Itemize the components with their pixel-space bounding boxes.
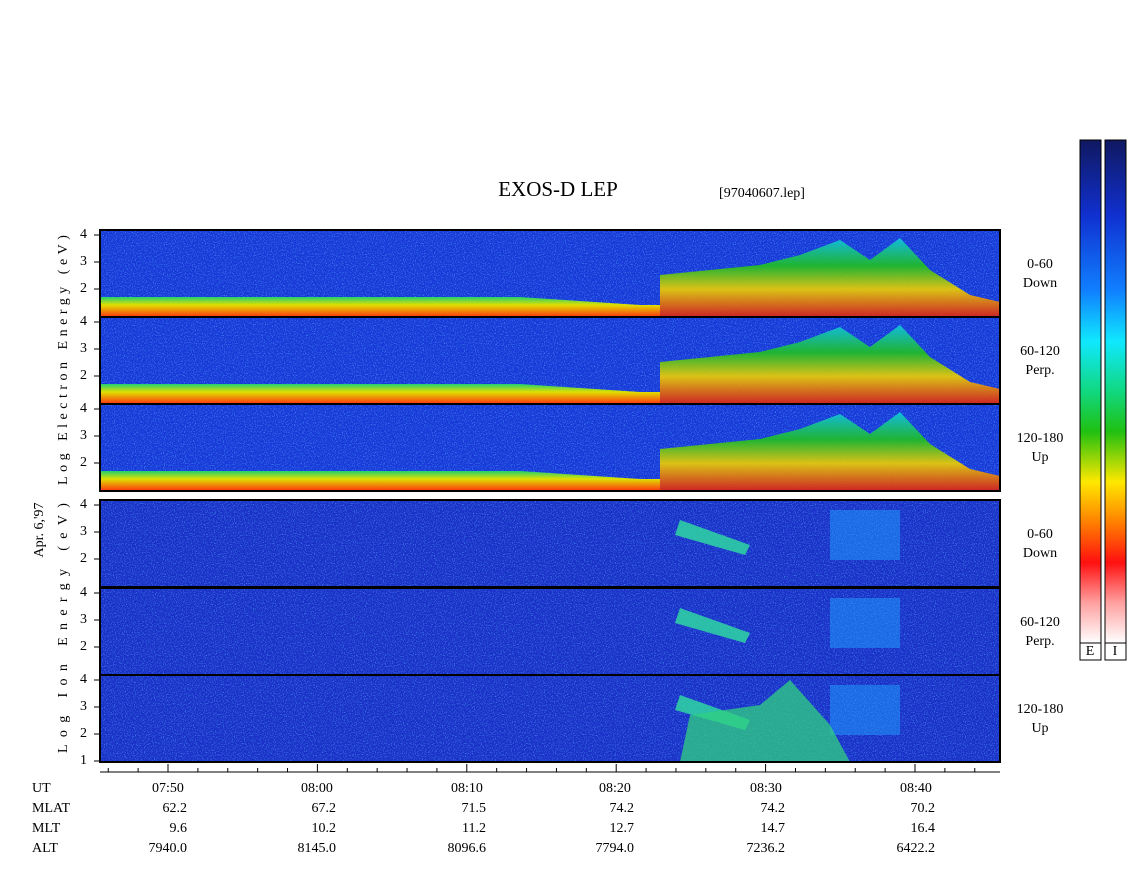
y-tick-label: 4 [80, 227, 87, 242]
cell: 07:50 [152, 781, 184, 796]
cell: 14.7 [761, 821, 786, 836]
cell: 71.5 [462, 801, 487, 816]
colorbar-i-box [1104, 642, 1127, 661]
ion-feature [830, 685, 900, 735]
panels: 4 3 2 0-60 Down 4 3 2 60-120 Perp. 4 3 2 120-180 Up 4 3 2… [80, 227, 1063, 768]
electron-axis-label: Log Electron Energy (eV) [56, 235, 71, 485]
cell: 08:00 [301, 781, 333, 796]
panel-label: Up [1031, 450, 1048, 465]
active-region [660, 412, 1000, 491]
cell: 10.2 [312, 821, 337, 836]
cell: 8145.0 [298, 841, 337, 856]
panel-label: 120-180 [1017, 702, 1064, 717]
low-energy-band [100, 384, 660, 404]
panel-label: Perp. [1025, 363, 1054, 378]
y-tick-label: 4 [80, 672, 87, 687]
panel-label: Perp. [1025, 634, 1054, 649]
y-tick-label: 1 [80, 753, 87, 768]
cell: 12.7 [610, 821, 635, 836]
y-tick-label: 3 [80, 341, 87, 356]
panel-label: Down [1023, 276, 1057, 291]
colorbar-label: E [1086, 644, 1095, 659]
colorbar-e-box [1079, 642, 1102, 661]
y-tick-label: 3 [80, 524, 87, 539]
ion-feature [680, 680, 850, 762]
info-table: UT 07:50 08:00 08:10 08:20 08:30 08:40 MLAT 62.2… [32, 781, 935, 856]
cell: 08:20 [599, 781, 631, 796]
y-tick-label: 2 [80, 726, 87, 741]
cell: 7794.0 [596, 841, 635, 856]
active-region [660, 325, 1000, 404]
y-tick-label: 3 [80, 699, 87, 714]
ion-feature [830, 598, 900, 648]
cell: 9.6 [170, 821, 188, 836]
cell: 08:30 [750, 781, 782, 796]
ion-feature [675, 520, 750, 555]
panel-label: 60-120 [1020, 344, 1060, 359]
cell: 74.2 [761, 801, 786, 816]
panel-label: Down [1023, 546, 1057, 561]
cell: 67.2 [312, 801, 337, 816]
panel-label: 60-120 [1020, 615, 1060, 630]
row-label: MLT [32, 821, 61, 836]
low-energy-band [100, 297, 660, 317]
cell: 11.2 [462, 821, 486, 836]
colorbar-e [1079, 139, 1102, 644]
cell: 16.4 [911, 821, 936, 836]
panel-label: 0-60 [1027, 257, 1053, 272]
cell: 7940.0 [149, 841, 188, 856]
cell: 70.2 [911, 801, 936, 816]
y-tick-label: 2 [80, 368, 87, 383]
date-label: Apr. 6,'97 [32, 502, 47, 557]
row-label: UT [32, 781, 51, 796]
y-tick-label: 4 [80, 497, 87, 512]
y-tick-label: 4 [80, 401, 87, 416]
low-energy-band [100, 471, 660, 491]
y-tick-label: 4 [80, 314, 87, 329]
panel-label: 120-180 [1017, 431, 1064, 446]
ion-feature [830, 510, 900, 560]
ion-feature [675, 608, 750, 643]
cell: 74.2 [610, 801, 635, 816]
y-tick-label: 2 [80, 551, 87, 566]
panel-frame [99, 403, 1001, 492]
y-tick-label: 2 [80, 281, 87, 296]
cell: 7236.2 [747, 841, 786, 856]
y-tick-label: 2 [80, 639, 87, 654]
row-label: MLAT [32, 801, 71, 816]
cell: 8096.6 [448, 841, 487, 856]
y-tick-label: 3 [80, 428, 87, 443]
cell: 6422.2 [897, 841, 936, 856]
colorbar-label: I [1113, 644, 1118, 659]
y-tick-label: 3 [80, 612, 87, 627]
cell: 62.2 [163, 801, 188, 816]
title: EXOS-D LEP [498, 177, 618, 201]
y-tick-label: 3 [80, 254, 87, 269]
panel-frame [99, 674, 1001, 763]
file-name: [97040607.lep] [719, 186, 805, 201]
panel-label: 0-60 [1027, 527, 1053, 542]
ion-axis-label: Log Ion Energy (eV) [56, 503, 71, 753]
cell: 08:10 [451, 781, 483, 796]
row-label: ALT [32, 841, 58, 856]
y-tick-label: 4 [80, 585, 87, 600]
y-tick-label: 2 [80, 455, 87, 470]
active-region [660, 238, 1000, 317]
colorbar-i [1104, 139, 1127, 644]
cell: 08:40 [900, 781, 932, 796]
panel-label: Up [1031, 721, 1048, 736]
